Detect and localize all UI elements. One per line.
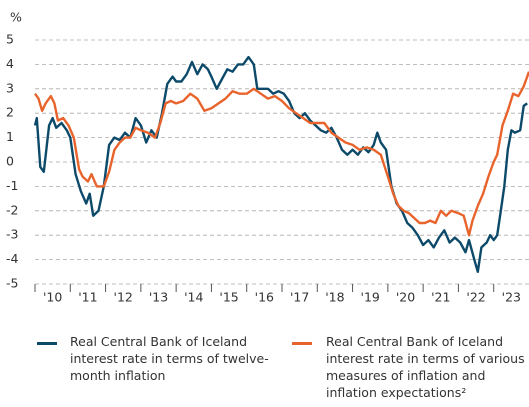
y-unit: % (10, 10, 22, 25)
x-tick-label: '22 (466, 290, 485, 305)
x-tick-label: '23 (502, 290, 521, 305)
legend-swatch (292, 342, 312, 345)
x-tick-label: '12 (114, 290, 133, 305)
y-tick-label: -5 (6, 276, 18, 291)
y-tick-label: -1 (6, 178, 18, 193)
x-tick-label: '21 (431, 290, 450, 305)
y-tick-label: 0 (6, 154, 14, 169)
x-tick-label: '10 (43, 290, 62, 305)
series-line (34, 71, 529, 237)
y-tick-label: -3 (6, 227, 18, 242)
legend-label: Real Central Bank of Iceland interest ra… (326, 334, 525, 400)
x-tick-label: '16 (255, 290, 274, 305)
legend-label: Real Central Bank of Iceland interest ra… (70, 334, 269, 383)
y-tick-label: 2 (6, 105, 14, 120)
y-tick-label: -4 (6, 251, 19, 266)
x-tick-label: '17 (290, 290, 309, 305)
y-tick-label: -2 (6, 202, 18, 217)
y-tick-label: 4 (6, 56, 14, 71)
x-tick-label: '11 (78, 290, 97, 305)
y-tick-label: 3 (6, 80, 14, 95)
x-tick-label: '18 (325, 290, 344, 305)
x-tick-label: '19 (361, 290, 380, 305)
x-tick-label: '13 (149, 290, 168, 305)
x-tick-label: '20 (396, 290, 415, 305)
x-tick-label: '14 (184, 290, 203, 305)
y-tick-label: 1 (6, 129, 14, 144)
legend-swatch (37, 342, 57, 345)
series-line (33, 55, 528, 273)
plot: % -5 -4 -3 -2 -1 0 1 2 3 4 5 '10 '11 '12 '13 '14 '15 '16 '… (6, 10, 529, 305)
x-tick-label: '15 (219, 290, 238, 305)
y-tick-label: 5 (6, 32, 14, 47)
